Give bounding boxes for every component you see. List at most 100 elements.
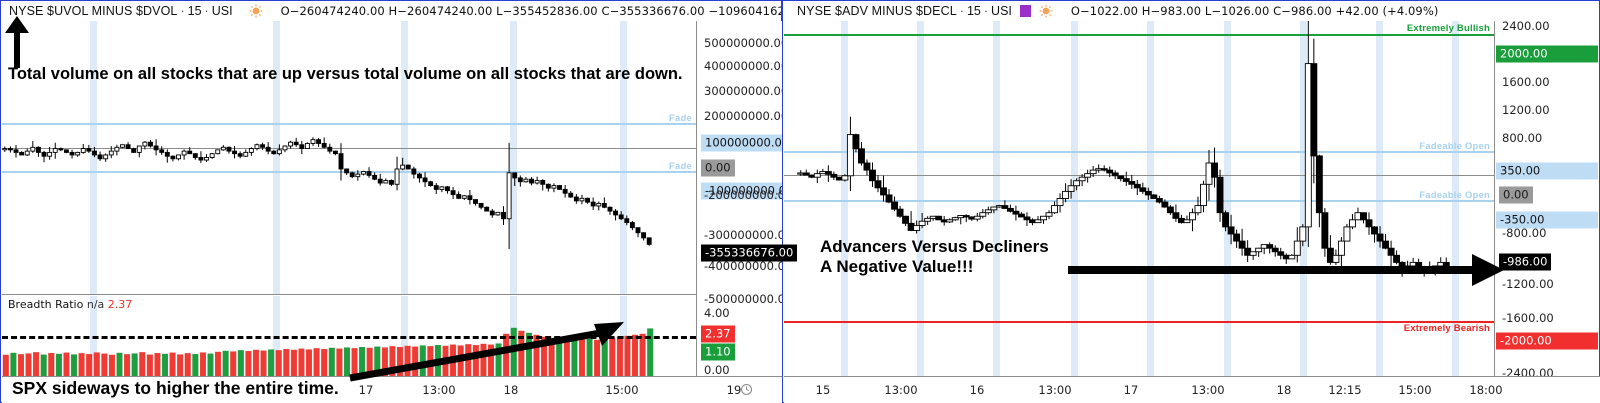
- y-tick: -1600.00: [1502, 311, 1554, 325]
- y-tick-sub: 0.00: [704, 363, 730, 377]
- symbol-label[interactable]: NYSE $ADV MINUS $DECL: [797, 4, 957, 18]
- price-axis-left-panel[interactable]: 500000000.00 400000000.00 300000000.00 2…: [696, 21, 798, 377]
- zero-line: [2, 148, 696, 149]
- breadth-ratio-header: Breadth Ratio n/a 2.37: [8, 298, 132, 311]
- chart-legend-left: NYSE $UVOL MINUS $DVOL · 15 · USI O−2604…: [1, 1, 781, 21]
- zero-line: [784, 175, 1494, 176]
- source-label[interactable]: USI: [991, 4, 1012, 18]
- legend-separator-1: ·: [959, 4, 964, 18]
- chart-panel-uvol-minus-dvol[interactable]: NYSE $UVOL MINUS $DVOL · 15 · USI O−2604…: [0, 0, 798, 403]
- y-badge-last-price: -986.00: [1499, 253, 1552, 271]
- fadeable-open-label-lower: Fadeable Open: [1419, 190, 1490, 201]
- vertical-gridline: [1071, 21, 1078, 376]
- fade-line-upper: [2, 123, 696, 125]
- chart-panel-adv-minus-decl[interactable]: NYSE $ADV MINUS $DECL · 15 · USI O−1022.…: [782, 0, 1600, 403]
- breadth-threshold-dashed-line: [2, 336, 696, 339]
- y-tick: 200000000.00: [704, 109, 789, 123]
- y-tick: -1200.00: [1502, 277, 1554, 291]
- vertical-gridline: [993, 21, 1000, 376]
- legend-separator-2: ·: [204, 4, 209, 18]
- plot-area-breadth-ratio[interactable]: Breadth Ratio n/a 2.37: [2, 296, 696, 376]
- fade-label-upper: Fade: [669, 113, 692, 124]
- source-label[interactable]: USI: [211, 4, 233, 18]
- x-tick: 15: [815, 383, 831, 397]
- arrow-diagonal-icon: [349, 322, 624, 382]
- vertical-gridline: [90, 21, 97, 294]
- time-axis-left-panel[interactable]: 17 13:00 18 15:00 19: [2, 376, 782, 403]
- breadth-ratio-bars: [2, 327, 654, 376]
- x-tick: 13:00: [1191, 383, 1225, 397]
- y-tick: 300000000.00: [704, 84, 789, 98]
- y-tick: 400000000.00: [704, 59, 789, 73]
- fadeable-open-label-upper: Fadeable Open: [1419, 141, 1490, 152]
- x-tick: 15:00: [605, 383, 639, 397]
- timeframe-label[interactable]: 15: [966, 4, 981, 18]
- vertical-gridline: [273, 21, 280, 294]
- x-tick: 18: [503, 383, 519, 397]
- vertical-gridline: [917, 21, 924, 376]
- breadth-ratio-title: Breadth Ratio: [8, 298, 84, 311]
- y-tick: -300000000.00: [704, 228, 793, 242]
- ohlc-values: O−260474240.00 H−260474240.00 L−35545283…: [280, 4, 781, 18]
- time-axis-right-panel[interactable]: 15 13:00 16 13:00 17 13:00 18 12:15 15:0…: [784, 376, 1600, 403]
- vertical-gridline: [620, 21, 627, 294]
- fadeable-open-line-lower: [784, 200, 1494, 202]
- y-badge-extremely-bearish: -2000.00: [1496, 332, 1598, 350]
- note-spx-sideways: SPX sideways to higher the entire time.: [12, 378, 339, 398]
- chart-legend-right: NYSE $ADV MINUS $DECL · 15 · USI O−1022.…: [783, 1, 1599, 21]
- panel-divider: [2, 294, 780, 295]
- y-badge-breadth-current: 2.37: [701, 325, 735, 343]
- y-badge-breadth-base: 1.10: [701, 343, 735, 361]
- purple-square-icon[interactable]: [1019, 5, 1031, 17]
- breadth-ratio-na: n/a: [86, 298, 105, 311]
- y-badge-last-price: -355336676.00: [701, 244, 798, 262]
- y-tick: -800.00: [1502, 226, 1547, 240]
- extremely-bullish-label: Extremely Bullish: [1406, 23, 1490, 34]
- y-badge-extremely-bullish: 2000.00: [1496, 45, 1598, 63]
- clock-icon[interactable]: [740, 383, 753, 396]
- vertical-gridline: [401, 21, 408, 294]
- sun-icon[interactable]: [249, 4, 263, 18]
- x-tick: 16: [969, 383, 985, 397]
- price-axis-right-panel[interactable]: 2400.00 2000.00 1600.00 1200.00 800.00 3…: [1494, 19, 1599, 380]
- x-tick: 17: [358, 383, 374, 397]
- vertical-gridline: [1452, 21, 1459, 376]
- timeframe-label[interactable]: 15: [187, 4, 202, 18]
- y-tick: 2400.00: [1502, 19, 1550, 33]
- y-tick-sub: 4.00: [704, 306, 730, 320]
- extremely-bullish-line: [784, 34, 1494, 36]
- x-tick: 18: [1276, 383, 1292, 397]
- symbol-label[interactable]: NYSE $UVOL MINUS $DVOL: [9, 4, 178, 18]
- x-tick: 15:00: [1398, 383, 1432, 397]
- y-tick: -500000000.00: [704, 292, 793, 306]
- breadth-ratio-value: 2.37: [107, 298, 133, 311]
- y-badge-fadeable-lower: -350.00: [1496, 211, 1598, 229]
- vertical-gridline: [1300, 21, 1307, 376]
- legend-separator-1: ·: [180, 4, 185, 18]
- x-tick: 13:00: [422, 383, 456, 397]
- y-tick: -200000000.00: [704, 188, 793, 202]
- vertical-gridline: [841, 21, 848, 376]
- candlestick-series-uvol-dvol: [2, 137, 652, 250]
- note-advancers-line2: A Negative Value!!!: [820, 256, 974, 276]
- note-advancers-decliners: Advancers Versus Decliners A Negative Va…: [820, 237, 1049, 276]
- x-tick: 17: [1123, 383, 1139, 397]
- x-tick: 12:15: [1328, 383, 1362, 397]
- plot-area-uvol-dvol[interactable]: Fade Fade: [2, 21, 696, 294]
- plot-area-adv-decl[interactable]: Extremely Bullish Fadeable Open Fadeable…: [784, 21, 1494, 376]
- note-advancers-line1: Advancers Versus Decliners: [820, 237, 1049, 256]
- ohlc-values: O−1022.00 H−983.00 L−1026.00 C−986.00 +4…: [1070, 4, 1439, 18]
- y-tick: 500000000.00: [704, 36, 789, 50]
- y-tick: 1200.00: [1502, 103, 1550, 117]
- vertical-gridline: [1224, 21, 1231, 376]
- y-badge-fade-lower: -100000000.00: [701, 182, 798, 200]
- y-badge-zero: 0.00: [701, 159, 735, 177]
- fadeable-open-line-upper: [784, 151, 1494, 153]
- x-tick: 19: [726, 383, 742, 397]
- fade-label-lower: Fade: [669, 161, 692, 172]
- vertical-gridline: [1376, 21, 1383, 376]
- extremely-bearish-line: [784, 321, 1494, 323]
- sun-icon[interactable]: [1039, 4, 1053, 18]
- y-badge-zero: 0.00: [1499, 186, 1533, 204]
